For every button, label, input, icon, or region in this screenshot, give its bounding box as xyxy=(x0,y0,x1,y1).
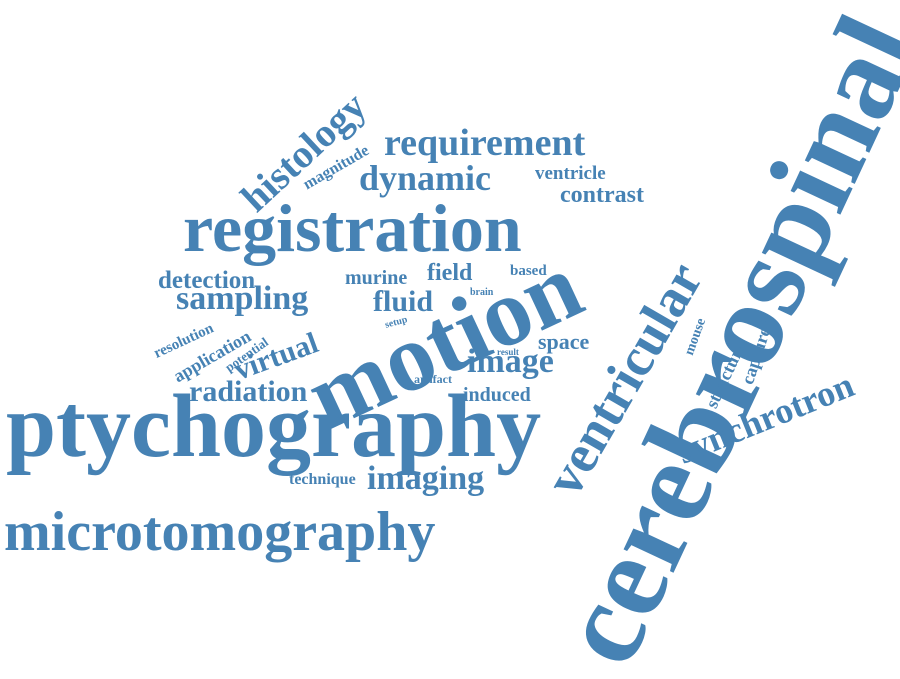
word-sampling: sampling xyxy=(176,280,309,317)
word-imaging: imaging xyxy=(367,460,485,497)
word-technique: technique xyxy=(289,471,356,488)
word-ptychography: ptychography xyxy=(6,377,542,476)
word-cerebrospinal: cerebrospinal xyxy=(530,0,900,679)
word-fluid: fluid xyxy=(373,285,434,318)
word-induced: induced xyxy=(463,384,531,406)
word-ventricle: ventricle xyxy=(535,163,606,184)
word-space: space xyxy=(538,329,590,354)
word-microtomography: microtomography xyxy=(4,501,436,563)
word-artifact: artifact xyxy=(414,372,452,386)
word-registration: registration xyxy=(183,190,522,266)
word-detection: detection xyxy=(158,267,256,294)
word-result: result xyxy=(497,347,519,357)
word-based: based xyxy=(510,263,547,279)
word-contrast: contrast xyxy=(560,182,644,208)
word-requirement: requirement xyxy=(384,122,586,164)
word-dynamic: dynamic xyxy=(359,158,492,198)
word-image: image xyxy=(467,343,554,380)
word-field: field xyxy=(427,260,473,286)
word-brain: brain xyxy=(470,287,494,298)
word-murine: murine xyxy=(345,267,408,289)
word-radiation: radiation xyxy=(189,375,308,408)
